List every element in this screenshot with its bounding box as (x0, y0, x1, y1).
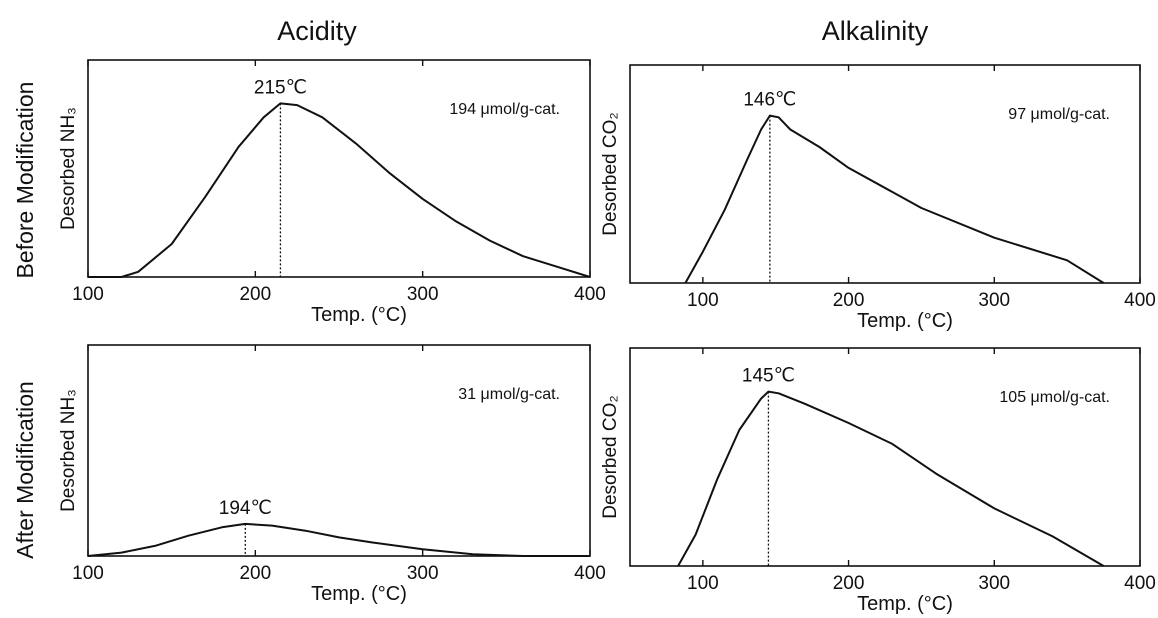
acid-base-amount-label: 105 μmol/g-cat. (999, 389, 1110, 406)
tpd-curve (684, 114, 1105, 284)
peak-temperature-label: 194℃ (219, 498, 272, 519)
x-tick-label: 400 (1124, 290, 1156, 311)
x-tick-label: 400 (1124, 573, 1156, 594)
tpd-curve (677, 390, 1105, 567)
x-axis-label: Temp. (°C) (857, 310, 953, 332)
y-axis-label: Desorbed NH₃ (58, 107, 79, 230)
y-axis-label: Desorbed NH₃ (58, 389, 79, 512)
peak-temperature-label: 145℃ (742, 366, 795, 387)
row-label-before: Before Modification (12, 82, 38, 279)
x-tick-label: 200 (833, 573, 865, 594)
x-tick-label: 100 (687, 573, 719, 594)
panel-after-alkalinity: Desorbed CO₂ Temp. (°C) 100 200 300 400 145℃ 10… (600, 347, 1156, 615)
peak-temperature-label: 146℃ (743, 90, 796, 111)
x-tick-label: 100 (72, 563, 104, 584)
x-tick-label: 200 (833, 290, 865, 311)
x-axis-label: Temp. (°C) (311, 583, 407, 605)
acid-base-amount-label: 97 μmol/g-cat. (1008, 106, 1110, 123)
plot-frame (629, 347, 1141, 567)
x-tick-label: 300 (407, 284, 439, 305)
x-axis-label: Temp. (°C) (311, 304, 407, 326)
panel-before-alkalinity: Desorbed CO₂ Temp. (°C) 100 200 300 400 146℃ 97… (600, 64, 1156, 332)
panel-before-acidity: Desorbed NH₃ Temp. (°C) 100 200 300 400 215℃ 19… (58, 59, 606, 326)
plot-frame (629, 64, 1141, 284)
x-tick-label: 400 (574, 284, 606, 305)
plot-frame (87, 59, 591, 278)
y-axis-label: Desorbed CO₂ (600, 395, 621, 519)
acid-base-amount-label: 194 μmol/g-cat. (449, 101, 560, 118)
column-title-alkalinity: Alkalinity (822, 16, 929, 46)
row-label-after: After Modification (12, 381, 38, 559)
x-tick-label: 300 (407, 563, 439, 584)
x-tick-label: 300 (978, 573, 1010, 594)
acid-base-amount-label: 31 μmol/g-cat. (458, 386, 560, 403)
panel-after-acidity: Desorbed NH₃ Temp. (°C) 100 200 300 400 194℃ 31… (58, 344, 606, 605)
x-tick-label: 300 (978, 290, 1010, 311)
x-tick-label: 100 (72, 284, 104, 305)
x-tick-label: 400 (574, 563, 606, 584)
y-axis-label: Desorbed CO₂ (600, 112, 621, 236)
column-title-acidity: Acidity (277, 16, 357, 46)
x-tick-label: 200 (239, 284, 271, 305)
tpd-curve (88, 102, 591, 278)
plot-frame (87, 344, 591, 557)
x-tick-label: 200 (239, 563, 271, 584)
tpd-curve (87, 522, 590, 557)
peak-temperature-label: 215℃ (254, 77, 307, 98)
x-axis-label: Temp. (°C) (857, 593, 953, 615)
x-tick-label: 100 (687, 290, 719, 311)
